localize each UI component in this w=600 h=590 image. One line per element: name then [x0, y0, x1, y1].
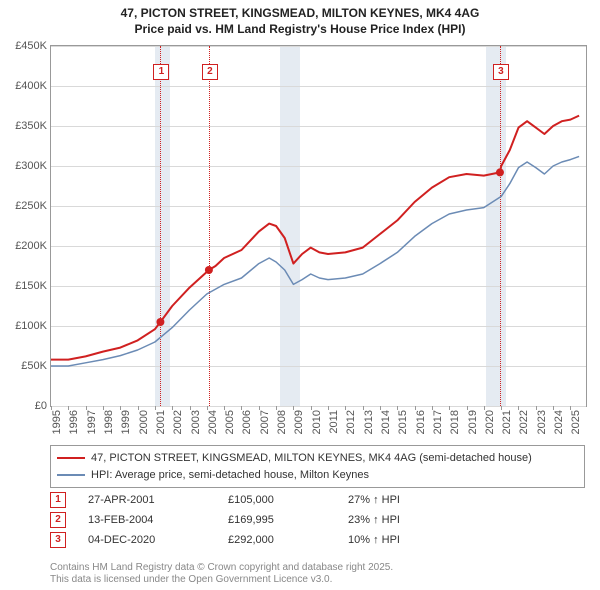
chart-container: { "title_line1": "47, PICTON STREET, KIN… [0, 0, 600, 590]
sale-change: 23% ↑ HPI [348, 514, 585, 526]
sale-date: 13-FEB-2004 [88, 514, 228, 526]
x-axis-label: 2024 [553, 410, 565, 434]
y-axis-label: £200K [0, 240, 51, 252]
x-axis-label: 2022 [518, 410, 530, 434]
x-axis-label: 2001 [155, 410, 167, 434]
legend: 47, PICTON STREET, KINGSMEAD, MILTON KEY… [50, 445, 585, 488]
footer-line-2: This data is licensed under the Open Gov… [50, 574, 393, 586]
sale-marker-dot [496, 168, 504, 176]
sale-index-box: 1 [50, 492, 66, 508]
x-axis-label: 2019 [467, 410, 479, 434]
y-axis-label: £0 [0, 400, 51, 412]
legend-item: 47, PICTON STREET, KINGSMEAD, MILTON KEY… [57, 450, 578, 467]
chart-svg [51, 46, 586, 406]
y-axis-label: £50K [0, 360, 51, 372]
x-axis-label: 2009 [293, 410, 305, 434]
y-axis-label: £400K [0, 80, 51, 92]
x-axis-label: 2008 [276, 410, 288, 434]
sale-index-box: 2 [50, 512, 66, 528]
footer-line-1: Contains HM Land Registry data © Crown c… [50, 562, 393, 574]
x-axis-label: 2013 [363, 410, 375, 434]
x-axis-label: 2011 [328, 410, 340, 434]
y-axis-label: £450K [0, 40, 51, 52]
sale-row: 2 13-FEB-2004£169,99523% ↑ HPI [50, 510, 585, 530]
y-axis-label: £250K [0, 200, 51, 212]
x-axis-label: 1998 [103, 410, 115, 434]
x-axis-label: 2007 [259, 410, 271, 434]
legend-swatch [57, 474, 85, 476]
sale-change: 27% ↑ HPI [348, 494, 585, 506]
sale-row: 1 27-APR-2001£105,00027% ↑ HPI [50, 490, 585, 510]
x-axis-label: 2010 [311, 410, 323, 434]
x-axis-label: 2015 [397, 410, 409, 434]
chart-title: 47, PICTON STREET, KINGSMEAD, MILTON KEY… [0, 0, 600, 37]
legend-label: HPI: Average price, semi-detached house,… [91, 467, 369, 484]
sale-row: 3 04-DEC-2020£292,00010% ↑ HPI [50, 530, 585, 550]
sale-date: 04-DEC-2020 [88, 534, 228, 546]
x-axis-label: 2006 [241, 410, 253, 434]
sales-table: 1 27-APR-2001£105,00027% ↑ HPI 2 13-FEB-200… [50, 490, 585, 550]
sale-price: £292,000 [228, 534, 348, 546]
legend-swatch [57, 457, 85, 459]
x-axis-label: 2023 [536, 410, 548, 434]
sale-index-box: 3 [50, 532, 66, 548]
title-line-2: Price paid vs. HM Land Registry's House … [0, 22, 600, 38]
sale-marker-dot [205, 266, 213, 274]
x-axis-label: 2003 [190, 410, 202, 434]
sale-price: £105,000 [228, 494, 348, 506]
x-axis-label: 1999 [120, 410, 132, 434]
x-axis-label: 2016 [415, 410, 427, 434]
sale-price: £169,995 [228, 514, 348, 526]
x-axis-label: 1996 [68, 410, 80, 434]
sale-date: 27-APR-2001 [88, 494, 228, 506]
legend-item: HPI: Average price, semi-detached house,… [57, 467, 578, 484]
chart-plot-area: £0£50K£100K£150K£200K£250K£300K£350K£400… [50, 45, 587, 407]
y-axis-label: £100K [0, 320, 51, 332]
x-axis-label: 2012 [345, 410, 357, 434]
footer: Contains HM Land Registry data © Crown c… [50, 562, 393, 586]
x-axis-label: 2000 [138, 410, 150, 434]
x-axis-label: 2018 [449, 410, 461, 434]
y-axis-label: £350K [0, 120, 51, 132]
sale-change: 10% ↑ HPI [348, 534, 585, 546]
x-axis-label: 2004 [207, 410, 219, 434]
x-axis-label: 2017 [432, 410, 444, 434]
x-axis-label: 2021 [501, 410, 513, 434]
legend-label: 47, PICTON STREET, KINGSMEAD, MILTON KEY… [91, 450, 532, 467]
sale-marker-dot [156, 318, 164, 326]
x-axis-label: 2014 [380, 410, 392, 434]
x-axis-label: 2020 [484, 410, 496, 434]
x-axis-label: 1995 [51, 410, 63, 434]
x-axis-label: 2025 [570, 410, 582, 434]
x-axis-label: 1997 [86, 410, 98, 434]
y-axis-label: £300K [0, 160, 51, 172]
y-axis-label: £150K [0, 280, 51, 292]
gridline [51, 406, 586, 407]
series-line [51, 116, 579, 360]
x-axis-label: 2005 [224, 410, 236, 434]
title-line-1: 47, PICTON STREET, KINGSMEAD, MILTON KEY… [0, 6, 600, 22]
series-line [51, 156, 579, 366]
x-axis-label: 2002 [172, 410, 184, 434]
